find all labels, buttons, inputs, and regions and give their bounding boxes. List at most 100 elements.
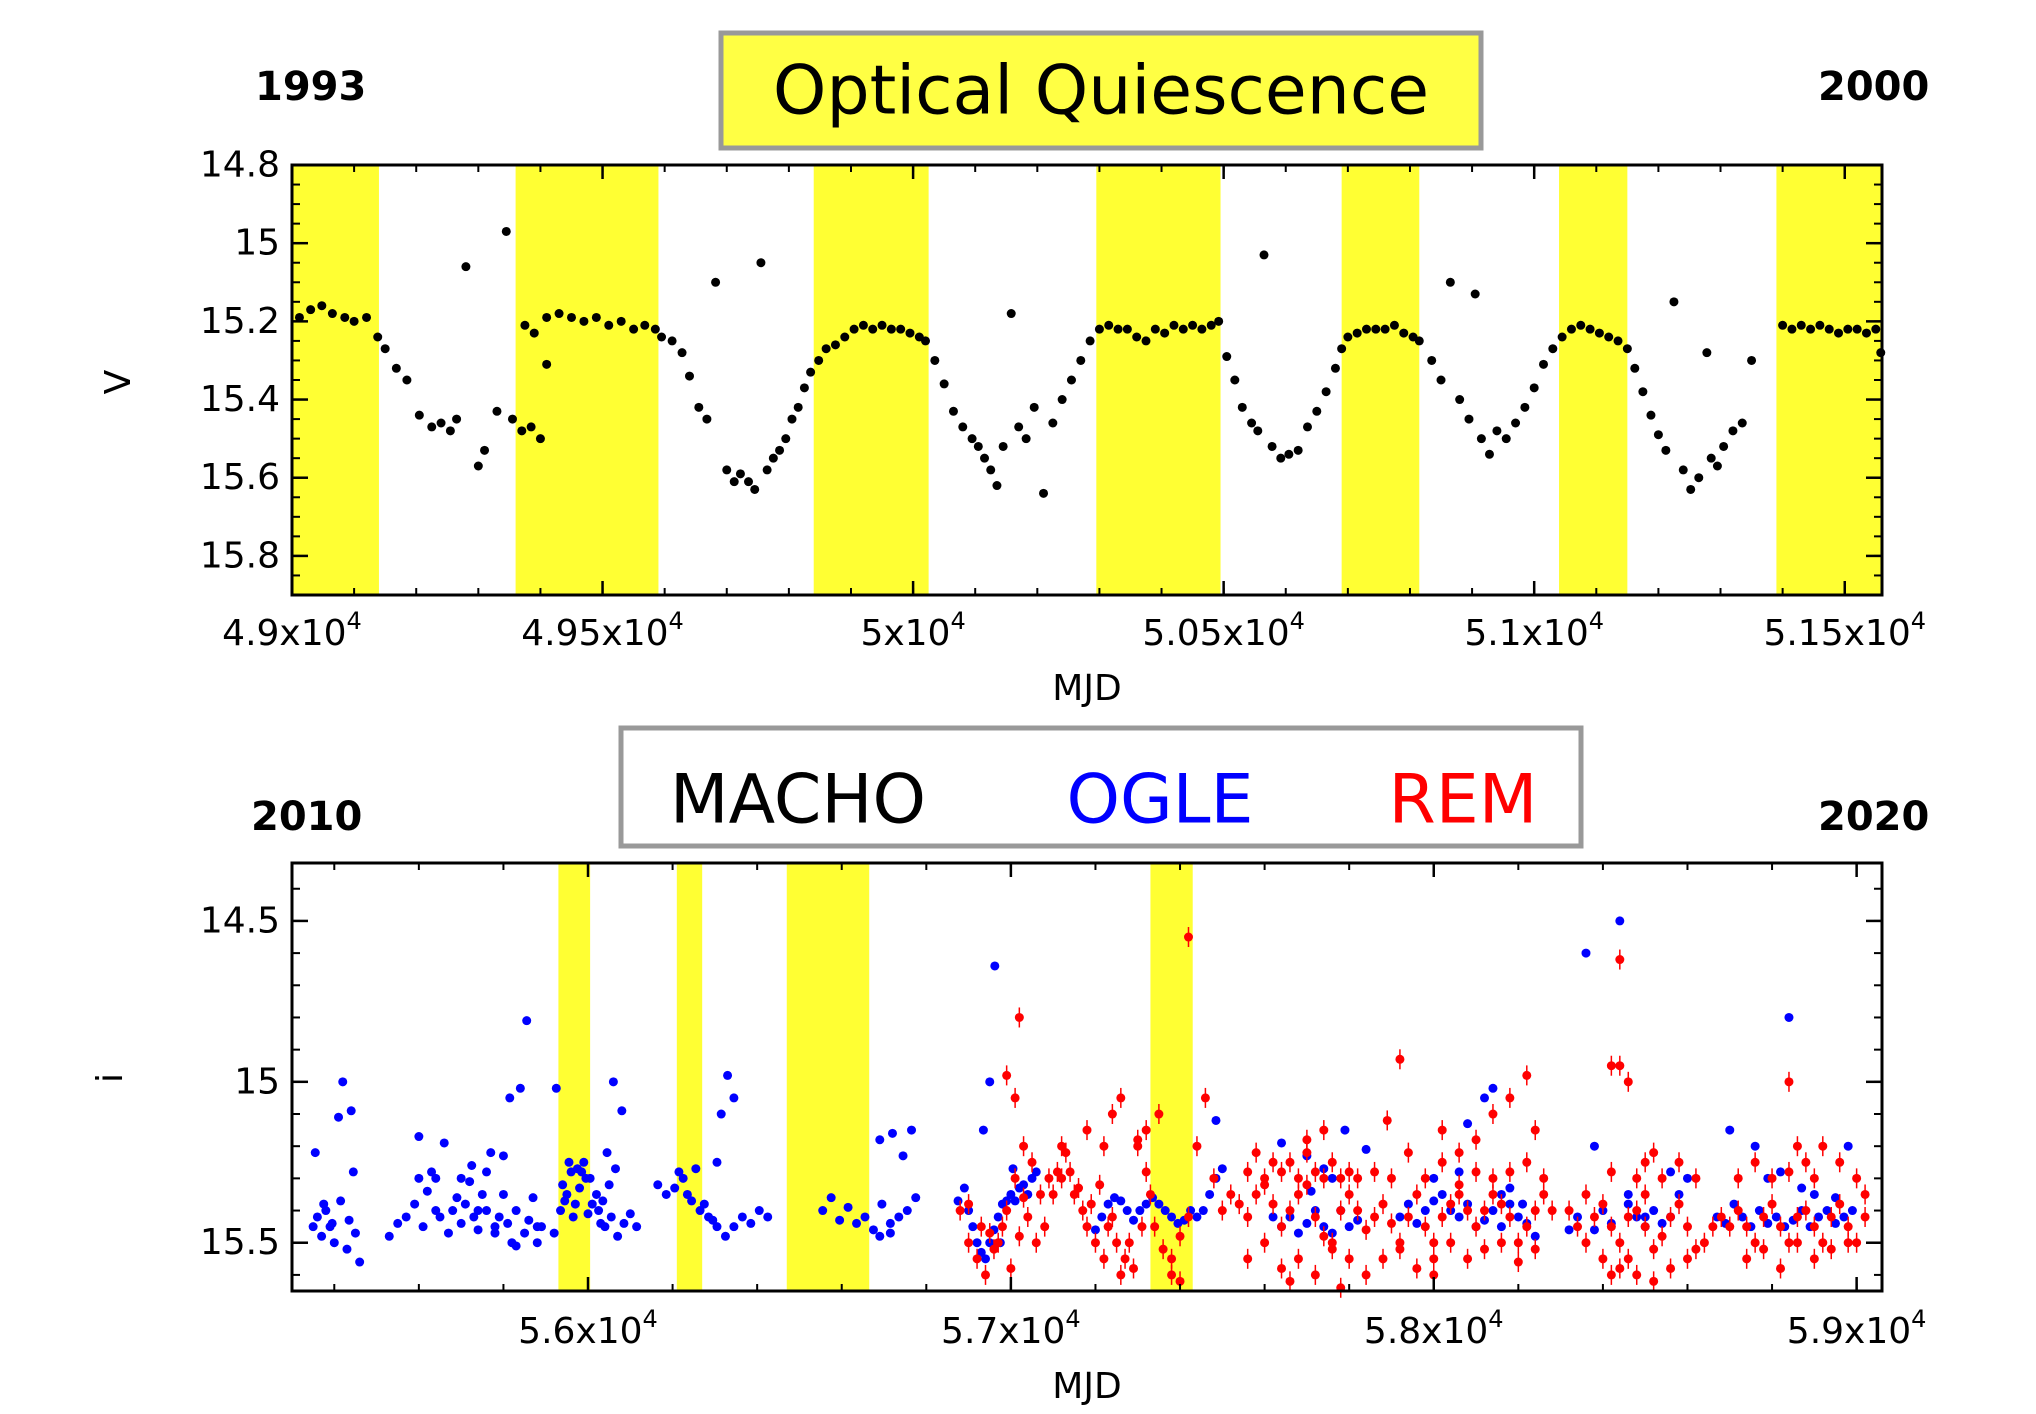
- macho-point: [1455, 395, 1465, 405]
- rem-point: [1116, 1093, 1126, 1103]
- rem-point: [1268, 1199, 1278, 1209]
- macho-point: [858, 320, 868, 330]
- ogle-point: [439, 1138, 449, 1148]
- rem-point: [1319, 1231, 1329, 1241]
- top-xtick-label: 5.05x104: [1142, 607, 1305, 654]
- rem-point: [1175, 1276, 1185, 1286]
- rem-point: [1310, 1270, 1320, 1280]
- ogle-point: [1513, 1212, 1523, 1222]
- rem-point: [1310, 1212, 1320, 1222]
- ogle-point: [344, 1215, 354, 1225]
- ogle-point: [1729, 1199, 1739, 1209]
- ogle-point: [1412, 1218, 1422, 1228]
- macho-point: [1399, 328, 1409, 338]
- rem-point: [1078, 1206, 1088, 1216]
- macho-point: [729, 477, 739, 487]
- rem-point: [1260, 1238, 1270, 1248]
- rem-point: [1699, 1238, 1709, 1248]
- ogle-point: [350, 1228, 360, 1238]
- rem-point: [1183, 1212, 1193, 1222]
- rem-point: [1251, 1189, 1261, 1199]
- rem-point: [1048, 1189, 1058, 1199]
- rem-point: [1293, 1173, 1303, 1183]
- ogle-point: [763, 1212, 773, 1222]
- macho-point: [542, 359, 552, 369]
- ogle-point: [1293, 1228, 1303, 1238]
- macho-point: [750, 484, 760, 494]
- rem-point: [1019, 1141, 1029, 1151]
- rem-point: [1019, 1193, 1029, 1203]
- ogle-point: [894, 1212, 904, 1222]
- top-xtick-label: 4.9x104: [222, 607, 362, 654]
- macho-point: [640, 320, 650, 330]
- rem-point: [1437, 1212, 1447, 1222]
- rem-point: [1103, 1222, 1113, 1232]
- macho-point: [1861, 328, 1871, 338]
- rem-point: [1581, 1189, 1591, 1199]
- rem-point: [1623, 1077, 1633, 1087]
- rem-point: [1293, 1189, 1303, 1199]
- ogle-point: [427, 1167, 437, 1177]
- rem-point: [1243, 1254, 1253, 1264]
- macho-point: [1094, 324, 1104, 334]
- rem-point: [1784, 1238, 1794, 1248]
- ogle-point: [549, 1228, 559, 1238]
- rem-point: [1530, 1125, 1540, 1135]
- rem-point: [1386, 1173, 1396, 1183]
- macho-point: [1638, 387, 1648, 397]
- rem-point: [1581, 1238, 1591, 1248]
- ogle-point: [308, 1222, 318, 1232]
- bottom-xtick-label: 5.6x104: [518, 1305, 658, 1352]
- ogle-point: [431, 1206, 441, 1216]
- ogle-point: [610, 1164, 620, 1174]
- ogle-point: [1725, 1125, 1735, 1135]
- macho-point: [1352, 328, 1362, 338]
- rem-point: [1302, 1148, 1312, 1158]
- rem-point: [1539, 1173, 1549, 1183]
- ogle-point: [1505, 1183, 1515, 1193]
- macho-point: [980, 453, 990, 463]
- rem-point: [1353, 1206, 1363, 1216]
- ogle-point: [868, 1225, 878, 1235]
- rem-point: [1378, 1254, 1388, 1264]
- rem-point: [1674, 1157, 1684, 1167]
- rem-point: [1310, 1167, 1320, 1177]
- macho-point: [1122, 324, 1132, 334]
- ogle-point: [604, 1180, 614, 1190]
- macho-point: [473, 461, 483, 471]
- macho-point: [821, 344, 831, 354]
- ogle-point: [1657, 1218, 1667, 1228]
- rem-point: [1776, 1222, 1786, 1232]
- ogle-point: [835, 1215, 845, 1225]
- rem-point: [1674, 1199, 1684, 1209]
- top-ytick-label: 15.6: [200, 457, 280, 498]
- rem-point: [1522, 1070, 1532, 1080]
- rem-point: [1784, 1077, 1794, 1087]
- ogle-point: [674, 1167, 684, 1177]
- ogle-point: [355, 1257, 365, 1267]
- rem-point: [997, 1222, 1007, 1232]
- ogle-point: [619, 1218, 629, 1228]
- ogle-point: [498, 1189, 508, 1199]
- macho-point: [1169, 320, 1179, 330]
- rem-point: [1632, 1173, 1642, 1183]
- macho-point: [1267, 441, 1277, 451]
- ogle-point: [625, 1209, 635, 1219]
- rem-point: [1454, 1180, 1464, 1190]
- rem-point: [1649, 1276, 1659, 1286]
- ogle-point: [560, 1196, 570, 1206]
- macho-point: [711, 277, 721, 287]
- macho-point: [1539, 359, 1549, 369]
- macho-point: [1464, 414, 1474, 424]
- ogle-point: [393, 1218, 403, 1228]
- ogle-point: [494, 1212, 504, 1222]
- ogle-point: [1454, 1212, 1464, 1222]
- ogle-point: [953, 1196, 963, 1206]
- ogle-point: [990, 961, 1000, 971]
- top-ticks: 4.9x104 4.95x104 5x104 5.05x104 5.1x104 5.15x…: [200, 145, 1926, 655]
- legend-box: MACHO OGLE REM: [618, 725, 1584, 849]
- macho-point: [1150, 324, 1160, 334]
- top-band-3: [1096, 165, 1221, 595]
- ogle-point: [564, 1157, 574, 1167]
